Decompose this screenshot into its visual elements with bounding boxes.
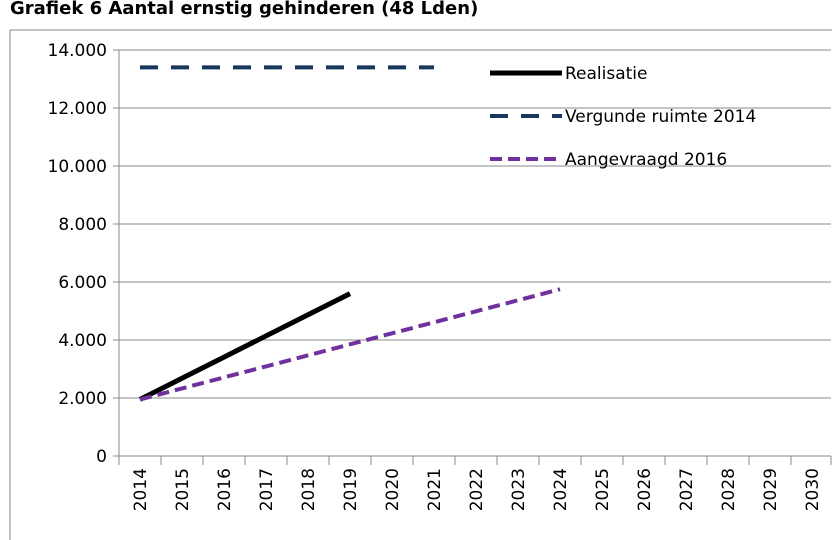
chart-title: Grafiek 6 Aantal ernstig gehinderen (48 … bbox=[10, 0, 478, 19]
y-tick-label: 2.000 bbox=[58, 389, 107, 409]
y-tick-label: 0 bbox=[96, 447, 107, 467]
x-tick-label: 2029 bbox=[761, 468, 781, 511]
x-tick-label: 2018 bbox=[299, 468, 319, 511]
x-tick-label: 2014 bbox=[131, 468, 151, 511]
x-tick-label: 2030 bbox=[803, 468, 823, 511]
x-tick-label: 2019 bbox=[341, 468, 361, 511]
legend-label: Realisatie bbox=[565, 64, 648, 84]
y-tick-label: 14.000 bbox=[48, 41, 107, 61]
x-tick-label: 2022 bbox=[467, 468, 487, 511]
x-tick-label: 2026 bbox=[635, 468, 655, 511]
x-tick-label: 2015 bbox=[173, 468, 193, 511]
x-tick-label: 2025 bbox=[593, 468, 613, 511]
y-tick-label: 12.000 bbox=[48, 99, 107, 119]
x-tick-label: 2021 bbox=[425, 468, 445, 511]
legend-label: Aangevraagd 2016 bbox=[565, 150, 727, 170]
chart-frame bbox=[9, 29, 832, 540]
series-line bbox=[138, 291, 352, 402]
y-tick-label: 6.000 bbox=[58, 273, 107, 293]
x-tick-label: 2016 bbox=[215, 468, 235, 511]
x-tick-label: 2028 bbox=[719, 468, 739, 511]
x-tick-label: 2017 bbox=[257, 468, 277, 511]
x-tick-label: 2023 bbox=[509, 468, 529, 511]
legend-label: Vergunde ruimte 2014 bbox=[565, 107, 756, 127]
y-tick-label: 4.000 bbox=[58, 331, 107, 351]
x-tick-label: 2024 bbox=[551, 468, 571, 511]
x-tick-label: 2020 bbox=[383, 468, 403, 511]
y-tick-label: 10.000 bbox=[48, 157, 107, 177]
series-line bbox=[139, 287, 561, 402]
y-tick-label: 8.000 bbox=[58, 215, 107, 235]
x-tick-label: 2027 bbox=[677, 468, 697, 511]
